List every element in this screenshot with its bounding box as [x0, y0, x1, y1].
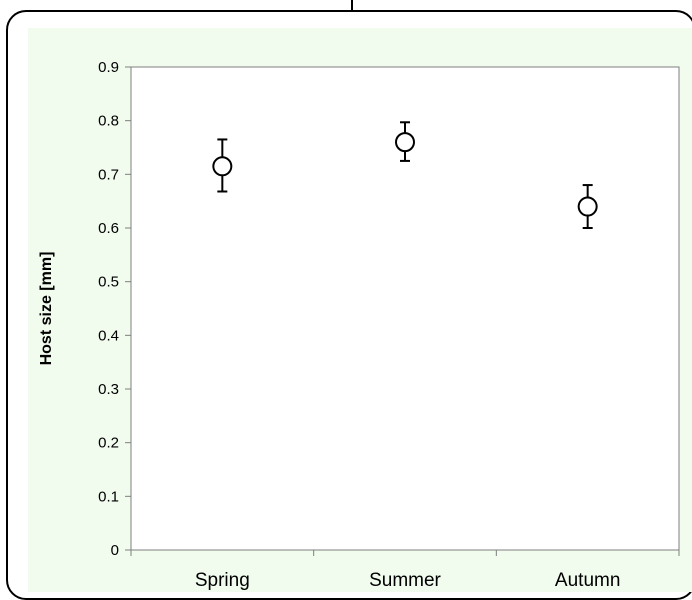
data-series — [212, 121, 598, 229]
y-tick-label: 0.3 — [98, 381, 119, 398]
y-tick-label: 0.4 — [98, 327, 119, 344]
x-axis-labels: Spring Summer Autumn — [195, 570, 621, 591]
frame-top-tick — [351, 0, 353, 10]
y-axis-title: Host size [mm] — [38, 252, 55, 366]
x-category-label: Summer — [369, 570, 441, 591]
data-point — [395, 132, 415, 153]
x-category-label: Autumn — [555, 570, 620, 591]
y-tick-label: 0.1 — [98, 488, 119, 505]
y-tick-label: 0.5 — [98, 274, 119, 291]
y-axis-ticks: 0 0.1 0.2 0.3 0.4 0.5 0.6 0.7 0.8 0.9 — [98, 59, 131, 559]
y-tick-label: 0.6 — [98, 220, 119, 237]
y-tick-label: 0.9 — [98, 59, 119, 76]
data-point — [212, 156, 233, 177]
y-tick-label: 0.8 — [98, 113, 119, 130]
y-tick-label: 0.2 — [98, 435, 119, 452]
y-tick-label: 0.7 — [98, 166, 119, 183]
x-category-label: Spring — [195, 570, 250, 591]
data-point — [577, 196, 598, 217]
x-axis-ticks — [130, 550, 680, 556]
y-tick-label: 0 — [111, 542, 119, 559]
